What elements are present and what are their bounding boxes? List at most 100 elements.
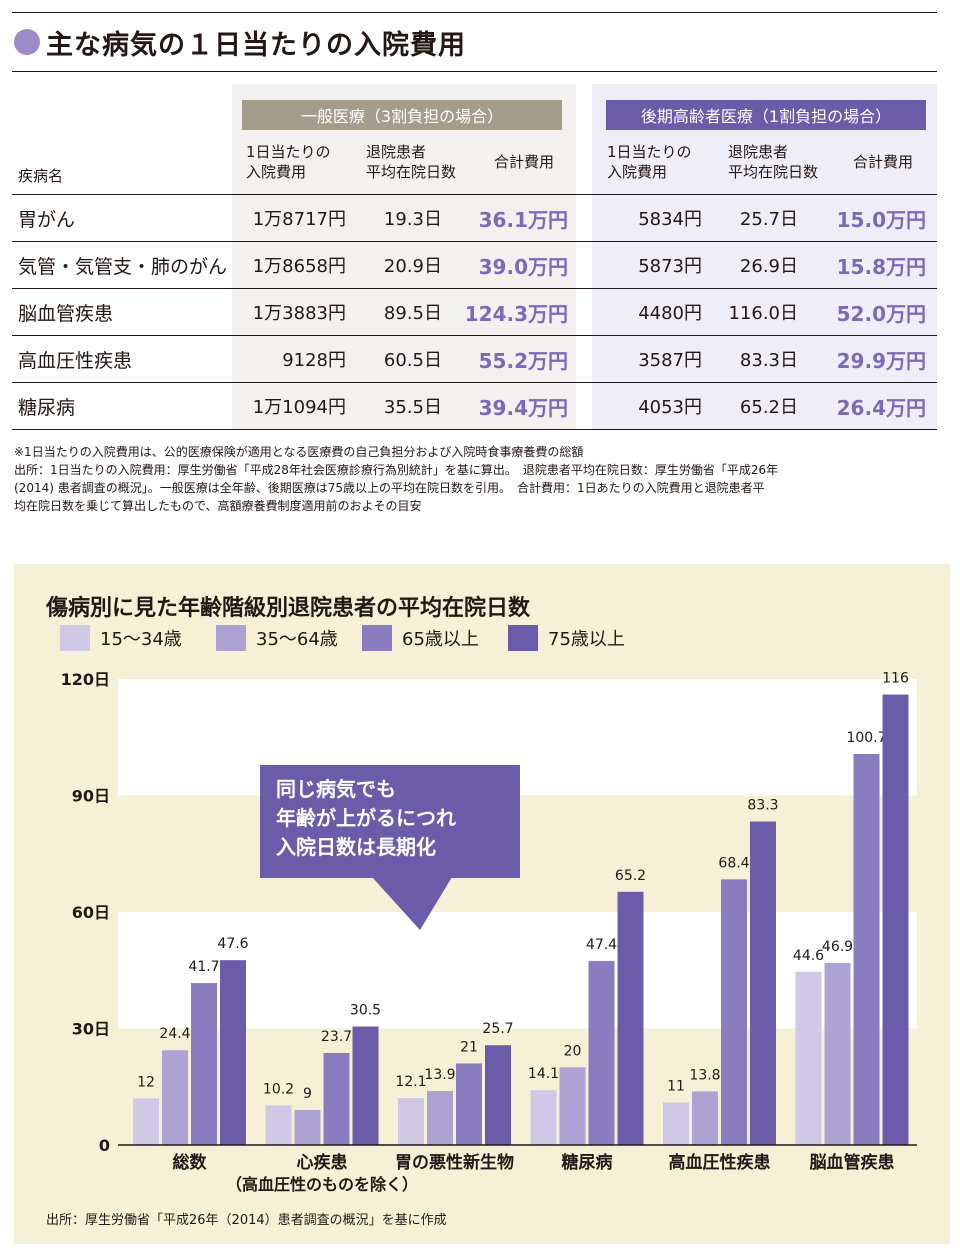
- legend-swatch: [216, 625, 246, 651]
- y-tick-label: 0: [99, 1136, 110, 1155]
- table-cell: 60.5日: [383, 350, 442, 371]
- row-divider: [12, 288, 937, 289]
- table-cell: 5834円: [638, 209, 702, 230]
- y-tick-label: 120日: [61, 670, 110, 689]
- column-header: 退院患者平均在院日数: [728, 142, 818, 182]
- note-line: ※1日当たりの入院費用は、公的医療保険が適用となる医療費の自己負担分および入院時…: [14, 445, 584, 459]
- page-title: 主な病気の１日当たりの入院費用: [14, 22, 466, 62]
- legend-item: 35〜64歳: [216, 624, 338, 652]
- legend-label: 15〜34歳: [100, 629, 182, 650]
- disease-name: 高血圧性疾患: [18, 349, 133, 372]
- bar: [721, 879, 747, 1145]
- callout-box: [260, 765, 520, 878]
- category-label: 心疾患: [297, 1152, 348, 1173]
- bar-value-label: 65.2: [615, 868, 646, 884]
- disease-name: 脳血管疾患: [18, 302, 114, 325]
- table-cell: 29.9万円: [836, 348, 926, 373]
- bar-value-label: 46.9: [822, 939, 853, 955]
- category-label: 総数: [173, 1152, 208, 1173]
- legend-item: 65歳以上: [362, 624, 479, 652]
- column-header-line: 合計費用: [853, 153, 914, 171]
- bar: [853, 753, 880, 1145]
- callout-tail: [372, 877, 452, 930]
- table-cell: 1万1094円: [252, 397, 346, 418]
- legend-item: 75歳以上: [508, 624, 625, 652]
- bar-value-label: 13.8: [689, 1067, 720, 1083]
- group-general-bg: [232, 84, 576, 429]
- page-title-text: 主な病気の１日当たりの入院費用: [46, 29, 466, 61]
- row-divider: [12, 241, 937, 242]
- y-tick-label: 90日: [72, 787, 110, 806]
- chart-title: 傷病別に見た年齢階級別退院患者の平均在院日数: [46, 596, 531, 621]
- bar-value-label: 47.4: [586, 937, 617, 953]
- column-header-line: 1日当たりの: [607, 143, 692, 161]
- bar: [795, 971, 822, 1145]
- bar-value-label: 12: [137, 1074, 155, 1090]
- column-header: 合計費用: [853, 152, 913, 172]
- table-cell: 55.2万円: [478, 348, 568, 373]
- category-label: 胃の悪性新生物: [395, 1152, 514, 1173]
- name-header: 疾病名: [18, 167, 64, 185]
- title-rule: [12, 71, 937, 72]
- bar-value-label: 25.7: [482, 1021, 513, 1037]
- bar-value-label: 10.2: [263, 1081, 294, 1097]
- table-cell: 116.0日: [728, 303, 798, 324]
- disease-name: 気管・気管支・肺のがん: [18, 255, 228, 278]
- row-divider: [12, 429, 937, 430]
- legend-label: 65歳以上: [402, 629, 479, 650]
- bar: [485, 1045, 511, 1145]
- bar: [530, 1090, 557, 1145]
- table-cell: 9128円: [282, 350, 346, 371]
- disease-name: 糖尿病: [18, 396, 76, 419]
- table-cell: 35.5日: [383, 397, 442, 418]
- table-cell: 5873円: [638, 256, 702, 277]
- table-cell: 39.0万円: [478, 254, 568, 279]
- table-cell: 20.9日: [383, 256, 442, 277]
- table-cell: 124.3万円: [464, 301, 568, 326]
- row-divider: [12, 382, 937, 383]
- bar-value-label: 68.4: [718, 855, 749, 871]
- bar: [323, 1052, 350, 1145]
- legend-swatch: [362, 625, 392, 651]
- y-tick-label: 30日: [72, 1020, 110, 1039]
- bar-value-label: 23.7: [321, 1029, 352, 1045]
- column-header-line: 退院患者: [366, 143, 427, 161]
- table-cell: 52.0万円: [836, 301, 926, 326]
- callout-text: 同じ病気でも 年齢が上がるにつれ 入院日数は長期化: [276, 777, 456, 859]
- bar-value-label: 47.6: [217, 936, 248, 952]
- column-header: 1日当たりの 入院費用: [607, 142, 692, 182]
- bar: [265, 1105, 292, 1145]
- bar: [882, 694, 909, 1145]
- bar: [750, 821, 776, 1145]
- bar: [133, 1098, 159, 1145]
- table-cell: 36.1万円: [478, 207, 568, 232]
- table-cell: 83.3日: [739, 350, 798, 371]
- category-label: 糖尿病: [562, 1152, 613, 1173]
- row-divider: [12, 335, 937, 336]
- table-cell: 19.3日: [383, 209, 442, 230]
- y-tick-label: 60日: [72, 903, 110, 922]
- note-line: 出所：1日当たりの入院費用：厚生労働省「平成28年社会医療診療行為別統計」を基に…: [14, 463, 779, 477]
- bar-value-label: 83.3: [747, 798, 778, 814]
- bar-value-label: 21: [460, 1039, 478, 1055]
- column-header-line: 合計費用: [494, 153, 555, 171]
- bar: [294, 1110, 321, 1145]
- table-cell: 1万8717円: [252, 209, 346, 230]
- bar: [352, 1026, 379, 1145]
- bar-value-label: 41.7: [188, 959, 219, 975]
- legend-swatch: [508, 625, 538, 651]
- column-header: 1日当たりの 入院費用: [246, 142, 331, 182]
- bar-value-label: 30.5: [350, 1003, 381, 1019]
- column-header-line: 1日当たりの: [246, 143, 331, 161]
- bar-value-label: 14.1: [528, 1066, 559, 1082]
- bar: [663, 1102, 689, 1145]
- row-divider: [12, 194, 937, 195]
- bar: [162, 1050, 188, 1145]
- bar: [617, 891, 644, 1145]
- bar: [191, 983, 217, 1145]
- column-header-line: 平均在院日数: [728, 163, 819, 181]
- column-header-line: 平均在院日数: [366, 163, 457, 181]
- group-header-general: 一般医療（3割負担の場合）: [242, 100, 562, 130]
- column-header-line: 入院費用: [607, 163, 668, 181]
- column-header-line: 退院患者: [728, 143, 789, 161]
